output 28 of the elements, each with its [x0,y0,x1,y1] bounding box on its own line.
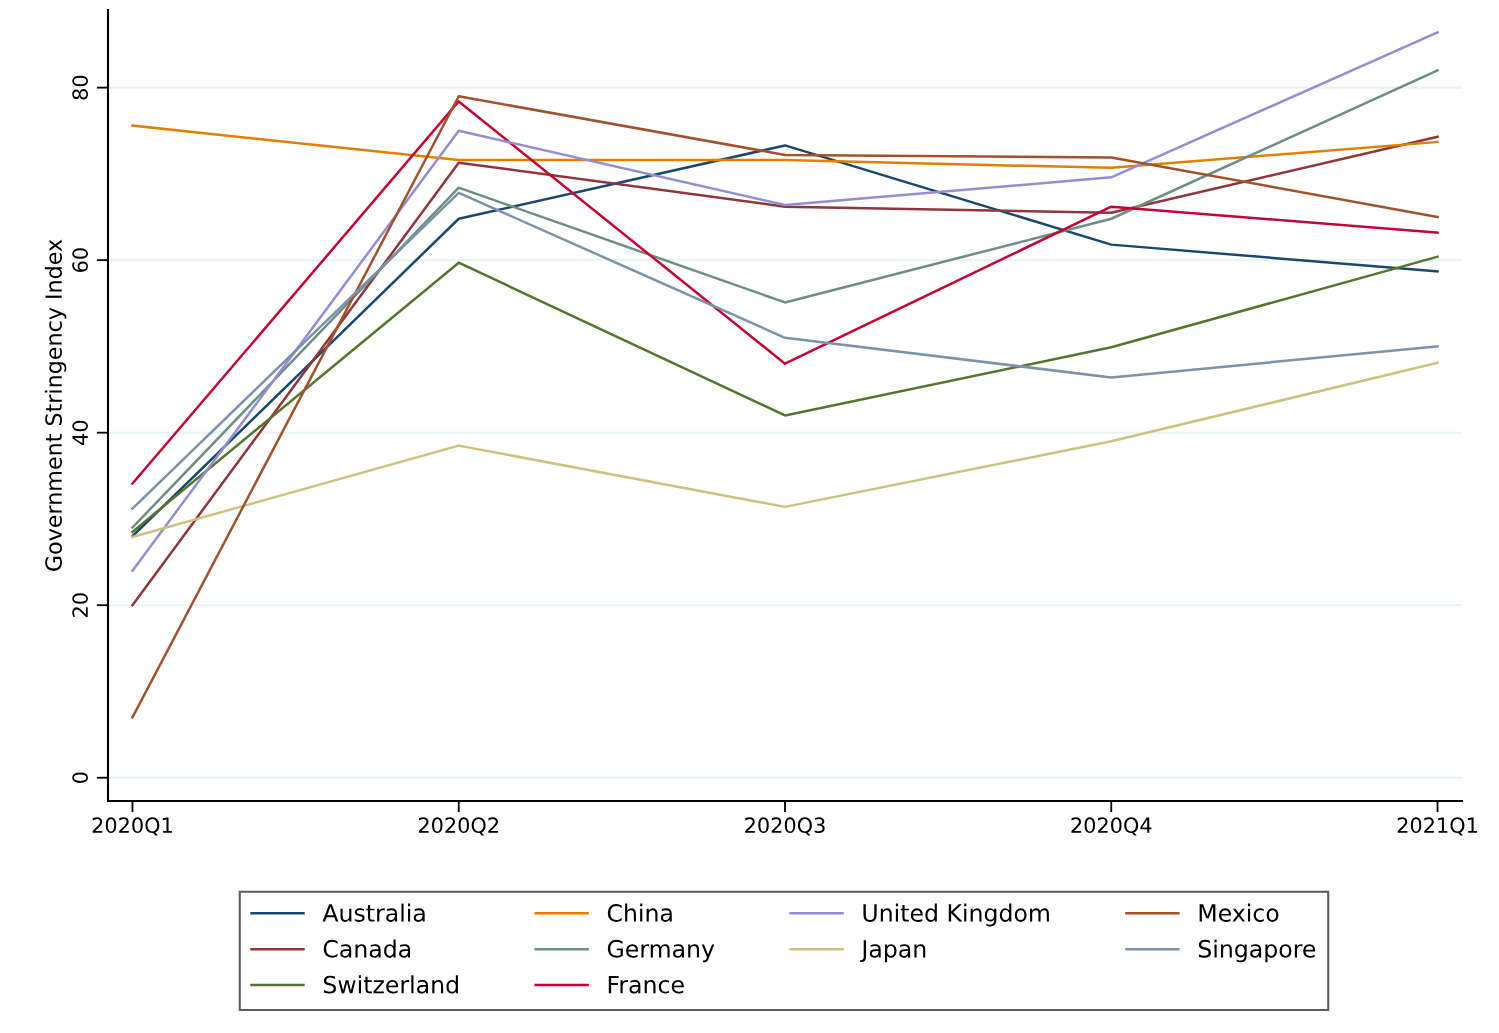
y-tick-label: 40 [72,420,88,445]
legend-label: China [607,903,672,922]
legend-label: Switzerland [323,975,458,994]
x-tick-label: 2020Q2 [418,817,498,836]
legend-label: Singapore [1198,939,1316,963]
legend-label: Canada [323,939,411,958]
x-tick-label: 2020Q4 [1071,817,1152,836]
x-tick-label: 2021Q1 [1397,817,1477,836]
y-axis-title: Government Stringency Index [44,239,67,571]
y-tick-label: 80 [72,75,88,100]
x-tick-label: 2020Q3 [745,817,825,836]
y-tick-label: 0 [72,772,88,783]
line-series [131,95,1439,719]
y-tick-label: 20 [72,593,88,617]
line-series [131,361,1439,539]
y-tick-label: 60 [72,248,88,272]
legend-label: Mexico [1199,903,1279,922]
x-tick-label: 2020Q1 [92,817,172,836]
line-series [131,100,1439,485]
line-series [131,191,1439,510]
legend-label: Germany [607,939,715,963]
line-series [131,255,1439,534]
line-series [131,135,1439,607]
legend-label: France [608,976,684,994]
legend-label: Australia [322,903,425,922]
line-series [131,124,1439,170]
legend-label: United Kingdom [863,903,1049,927]
legend-label: Japan [860,940,926,963]
